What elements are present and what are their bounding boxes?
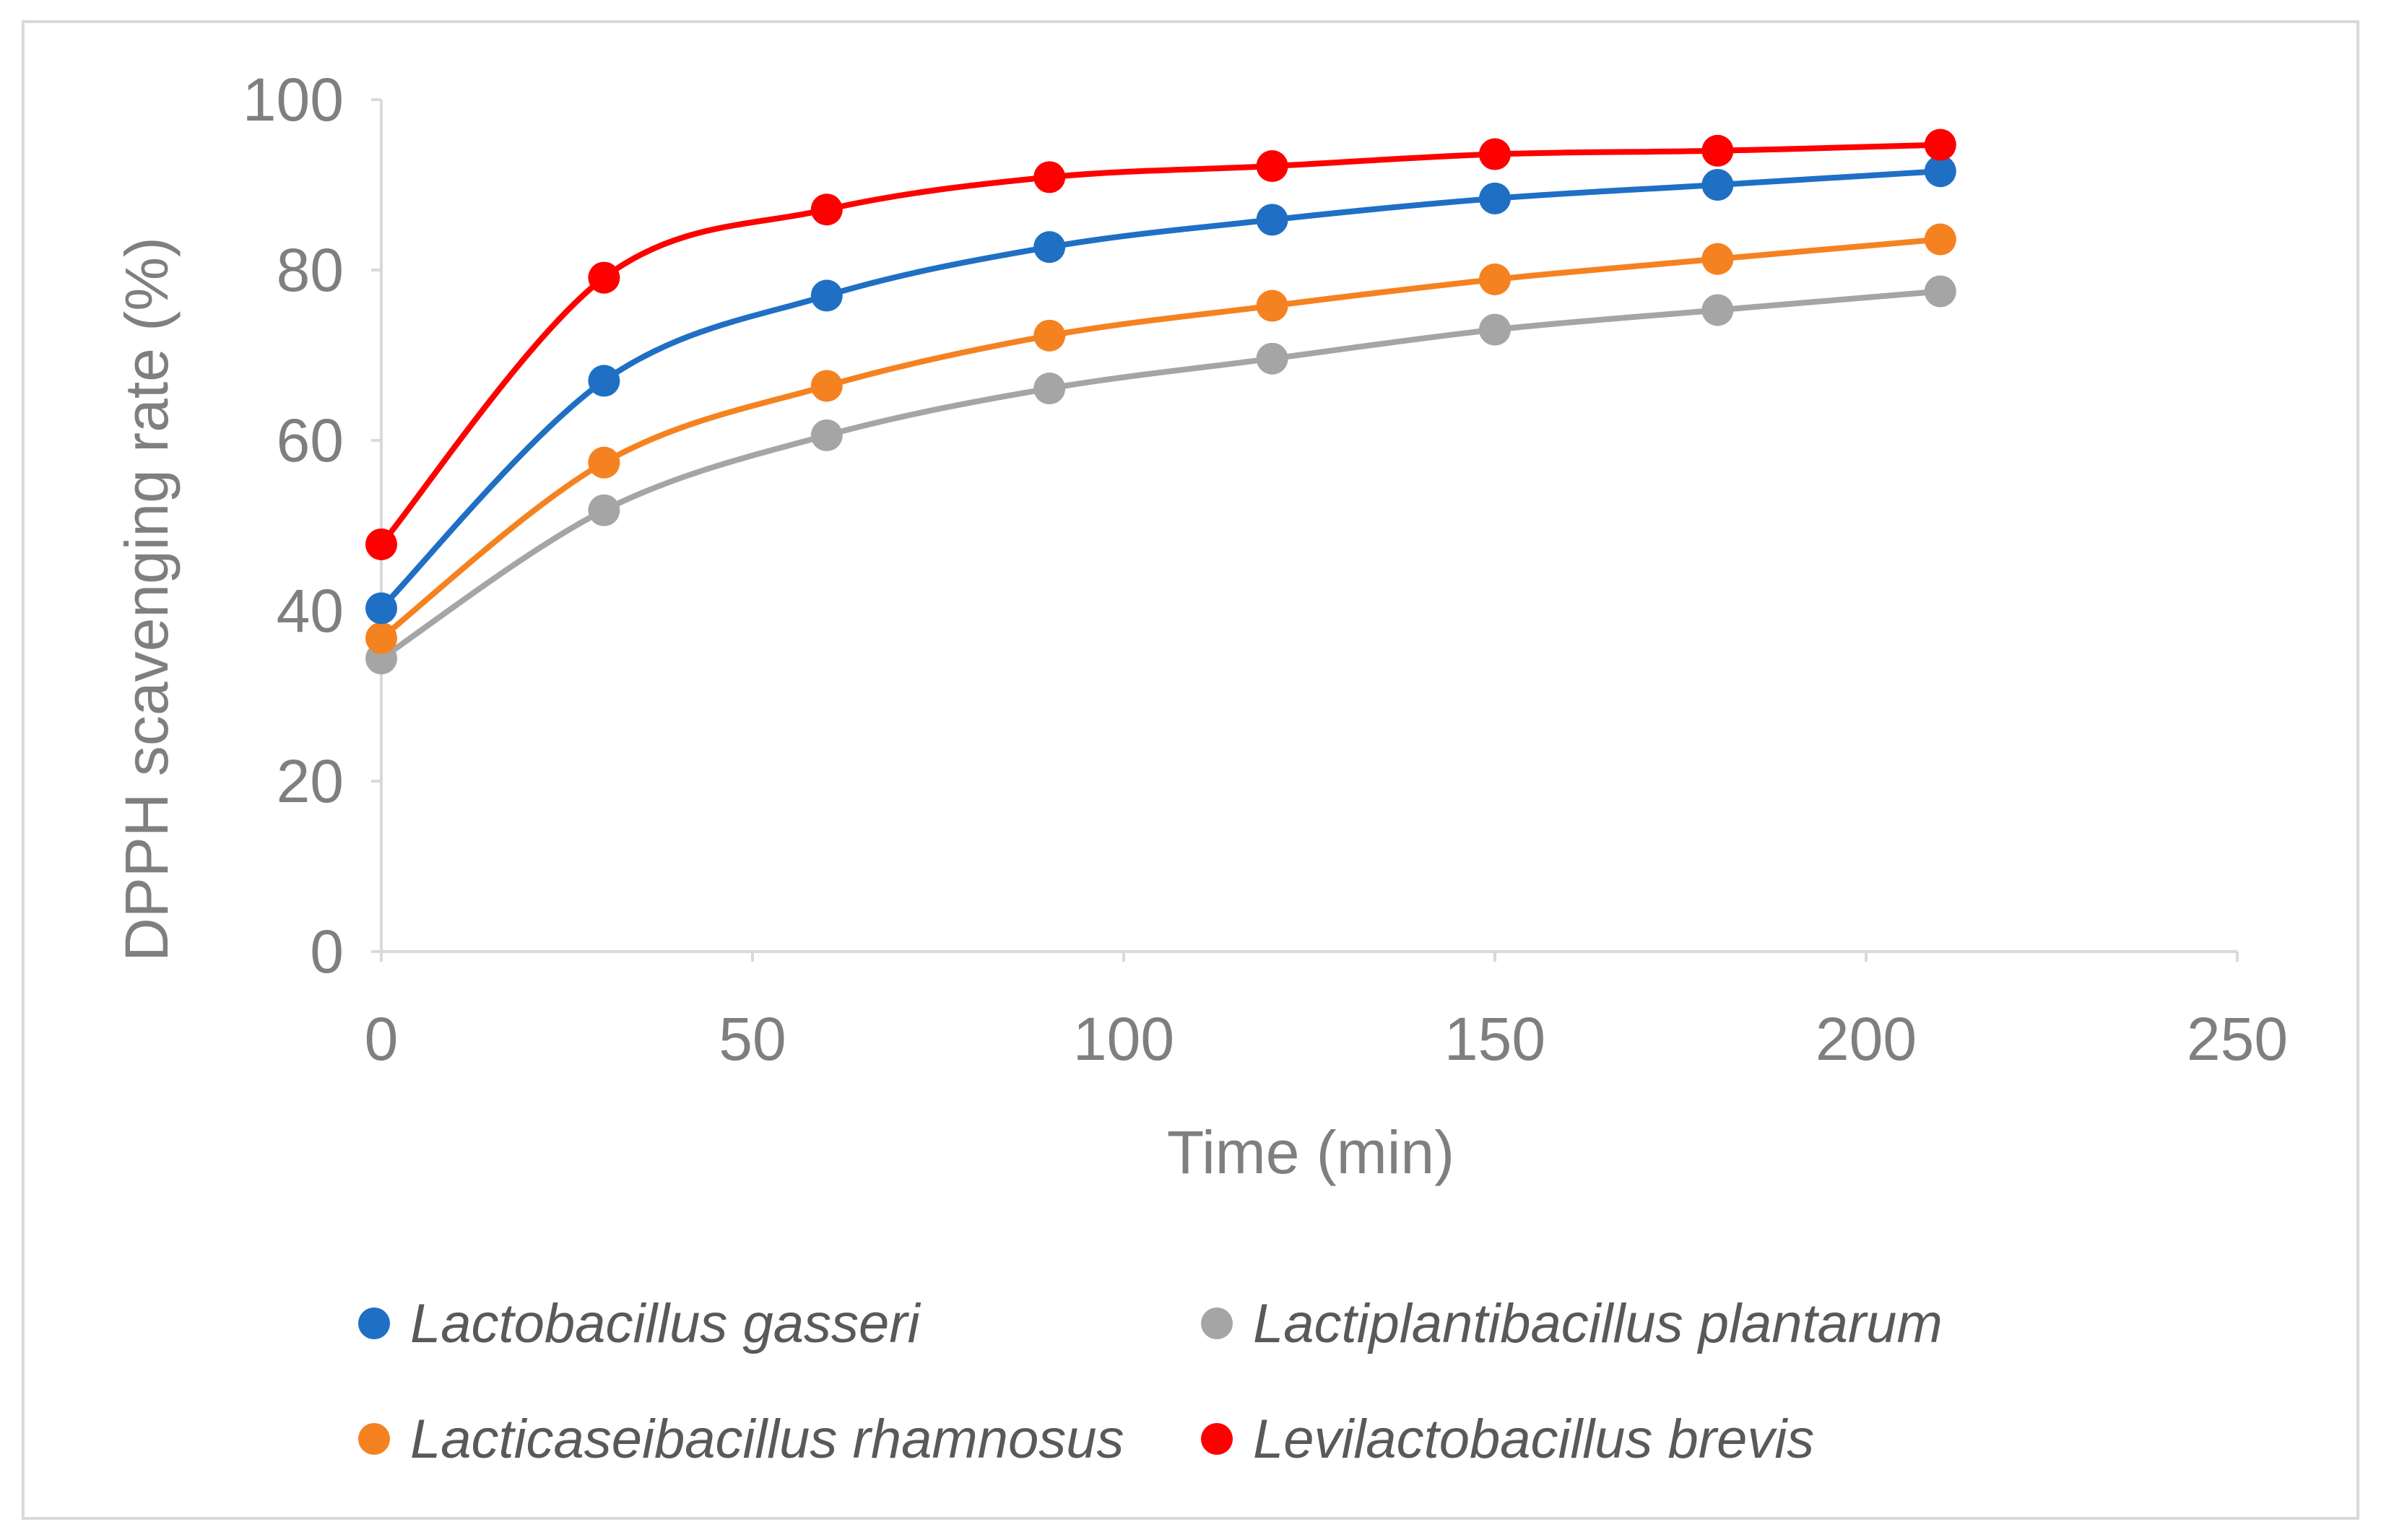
data-point — [588, 494, 620, 526]
data-point — [1479, 263, 1511, 295]
data-point — [1701, 169, 1734, 201]
x-tick-label: 150 — [1444, 1005, 1545, 1073]
data-point — [1033, 161, 1066, 193]
data-point — [1924, 275, 1956, 308]
data-point — [1033, 319, 1066, 352]
legend-item: Lactiplantibacillus plantarum — [1201, 1293, 1943, 1354]
legend-item: Levilactobacillus brevis — [1201, 1409, 1814, 1470]
data-point — [810, 279, 843, 312]
y-tick-label: 20 — [277, 747, 344, 815]
x-axis-title: Time (min) — [1167, 1118, 1454, 1186]
x-tick-label: 100 — [1073, 1005, 1174, 1073]
data-point — [1924, 155, 1956, 188]
data-point — [810, 193, 843, 226]
data-point — [365, 528, 397, 560]
x-tick-label: 200 — [1816, 1005, 1917, 1073]
data-point — [810, 370, 843, 402]
data-point — [1479, 182, 1511, 214]
chart-frame — [22, 20, 2359, 1520]
data-point — [1256, 342, 1288, 375]
data-point — [1924, 223, 1956, 256]
y-axis-title: DPPH scavenging rate (%) — [113, 237, 181, 962]
data-point — [1479, 138, 1511, 170]
axes: 0 50 100 150 200 250 0 20 40 60 80 100 — [243, 66, 2288, 1073]
legend-label: Lactobacillus gasseri — [410, 1293, 921, 1354]
legend-marker — [358, 1308, 390, 1339]
legend-item: Lactobacillus gasseri — [358, 1293, 921, 1354]
data-point — [1479, 313, 1511, 346]
data-point — [1256, 290, 1288, 322]
x-tick-label: 0 — [365, 1005, 399, 1073]
data-point — [1033, 373, 1066, 405]
data-point — [588, 446, 620, 479]
data-point — [1924, 129, 1956, 161]
legend-label: Levilactobacillus brevis — [1253, 1409, 1814, 1470]
data-point — [1701, 243, 1734, 275]
legend-marker — [1201, 1308, 1233, 1339]
y-tick-label: 100 — [243, 66, 344, 134]
series-line — [378, 142, 1943, 547]
legend-marker — [358, 1423, 390, 1455]
legend-label: Lacticaseibacillus rhamnosus — [410, 1409, 1124, 1470]
data-point — [1256, 150, 1288, 183]
series-line — [378, 288, 1943, 662]
x-tick-label: 50 — [719, 1005, 786, 1073]
legend-item: Lacticaseibacillus rhamnosus — [358, 1409, 1124, 1470]
data-point — [1256, 204, 1288, 236]
data-point — [365, 592, 397, 625]
x-tick-label: 250 — [2187, 1005, 2288, 1073]
legend: Lactobacillus gasseri Lactiplantibacillus… — [358, 1293, 1943, 1470]
data-point — [1701, 294, 1734, 326]
data-point — [588, 365, 620, 397]
data-point — [588, 261, 620, 294]
y-tick-label: 60 — [277, 406, 344, 474]
data-point — [1033, 231, 1066, 264]
legend-label: Lactiplantibacillus plantarum — [1253, 1293, 1943, 1354]
data-point — [810, 419, 843, 451]
y-tick-label: 80 — [277, 236, 344, 304]
data-point — [1701, 134, 1734, 167]
series-curves — [378, 142, 1943, 662]
y-tick-label: 0 — [310, 918, 344, 986]
legend-marker — [1201, 1423, 1233, 1455]
y-tick-label: 40 — [277, 577, 344, 645]
data-point — [365, 622, 397, 654]
series-points — [365, 129, 1956, 675]
